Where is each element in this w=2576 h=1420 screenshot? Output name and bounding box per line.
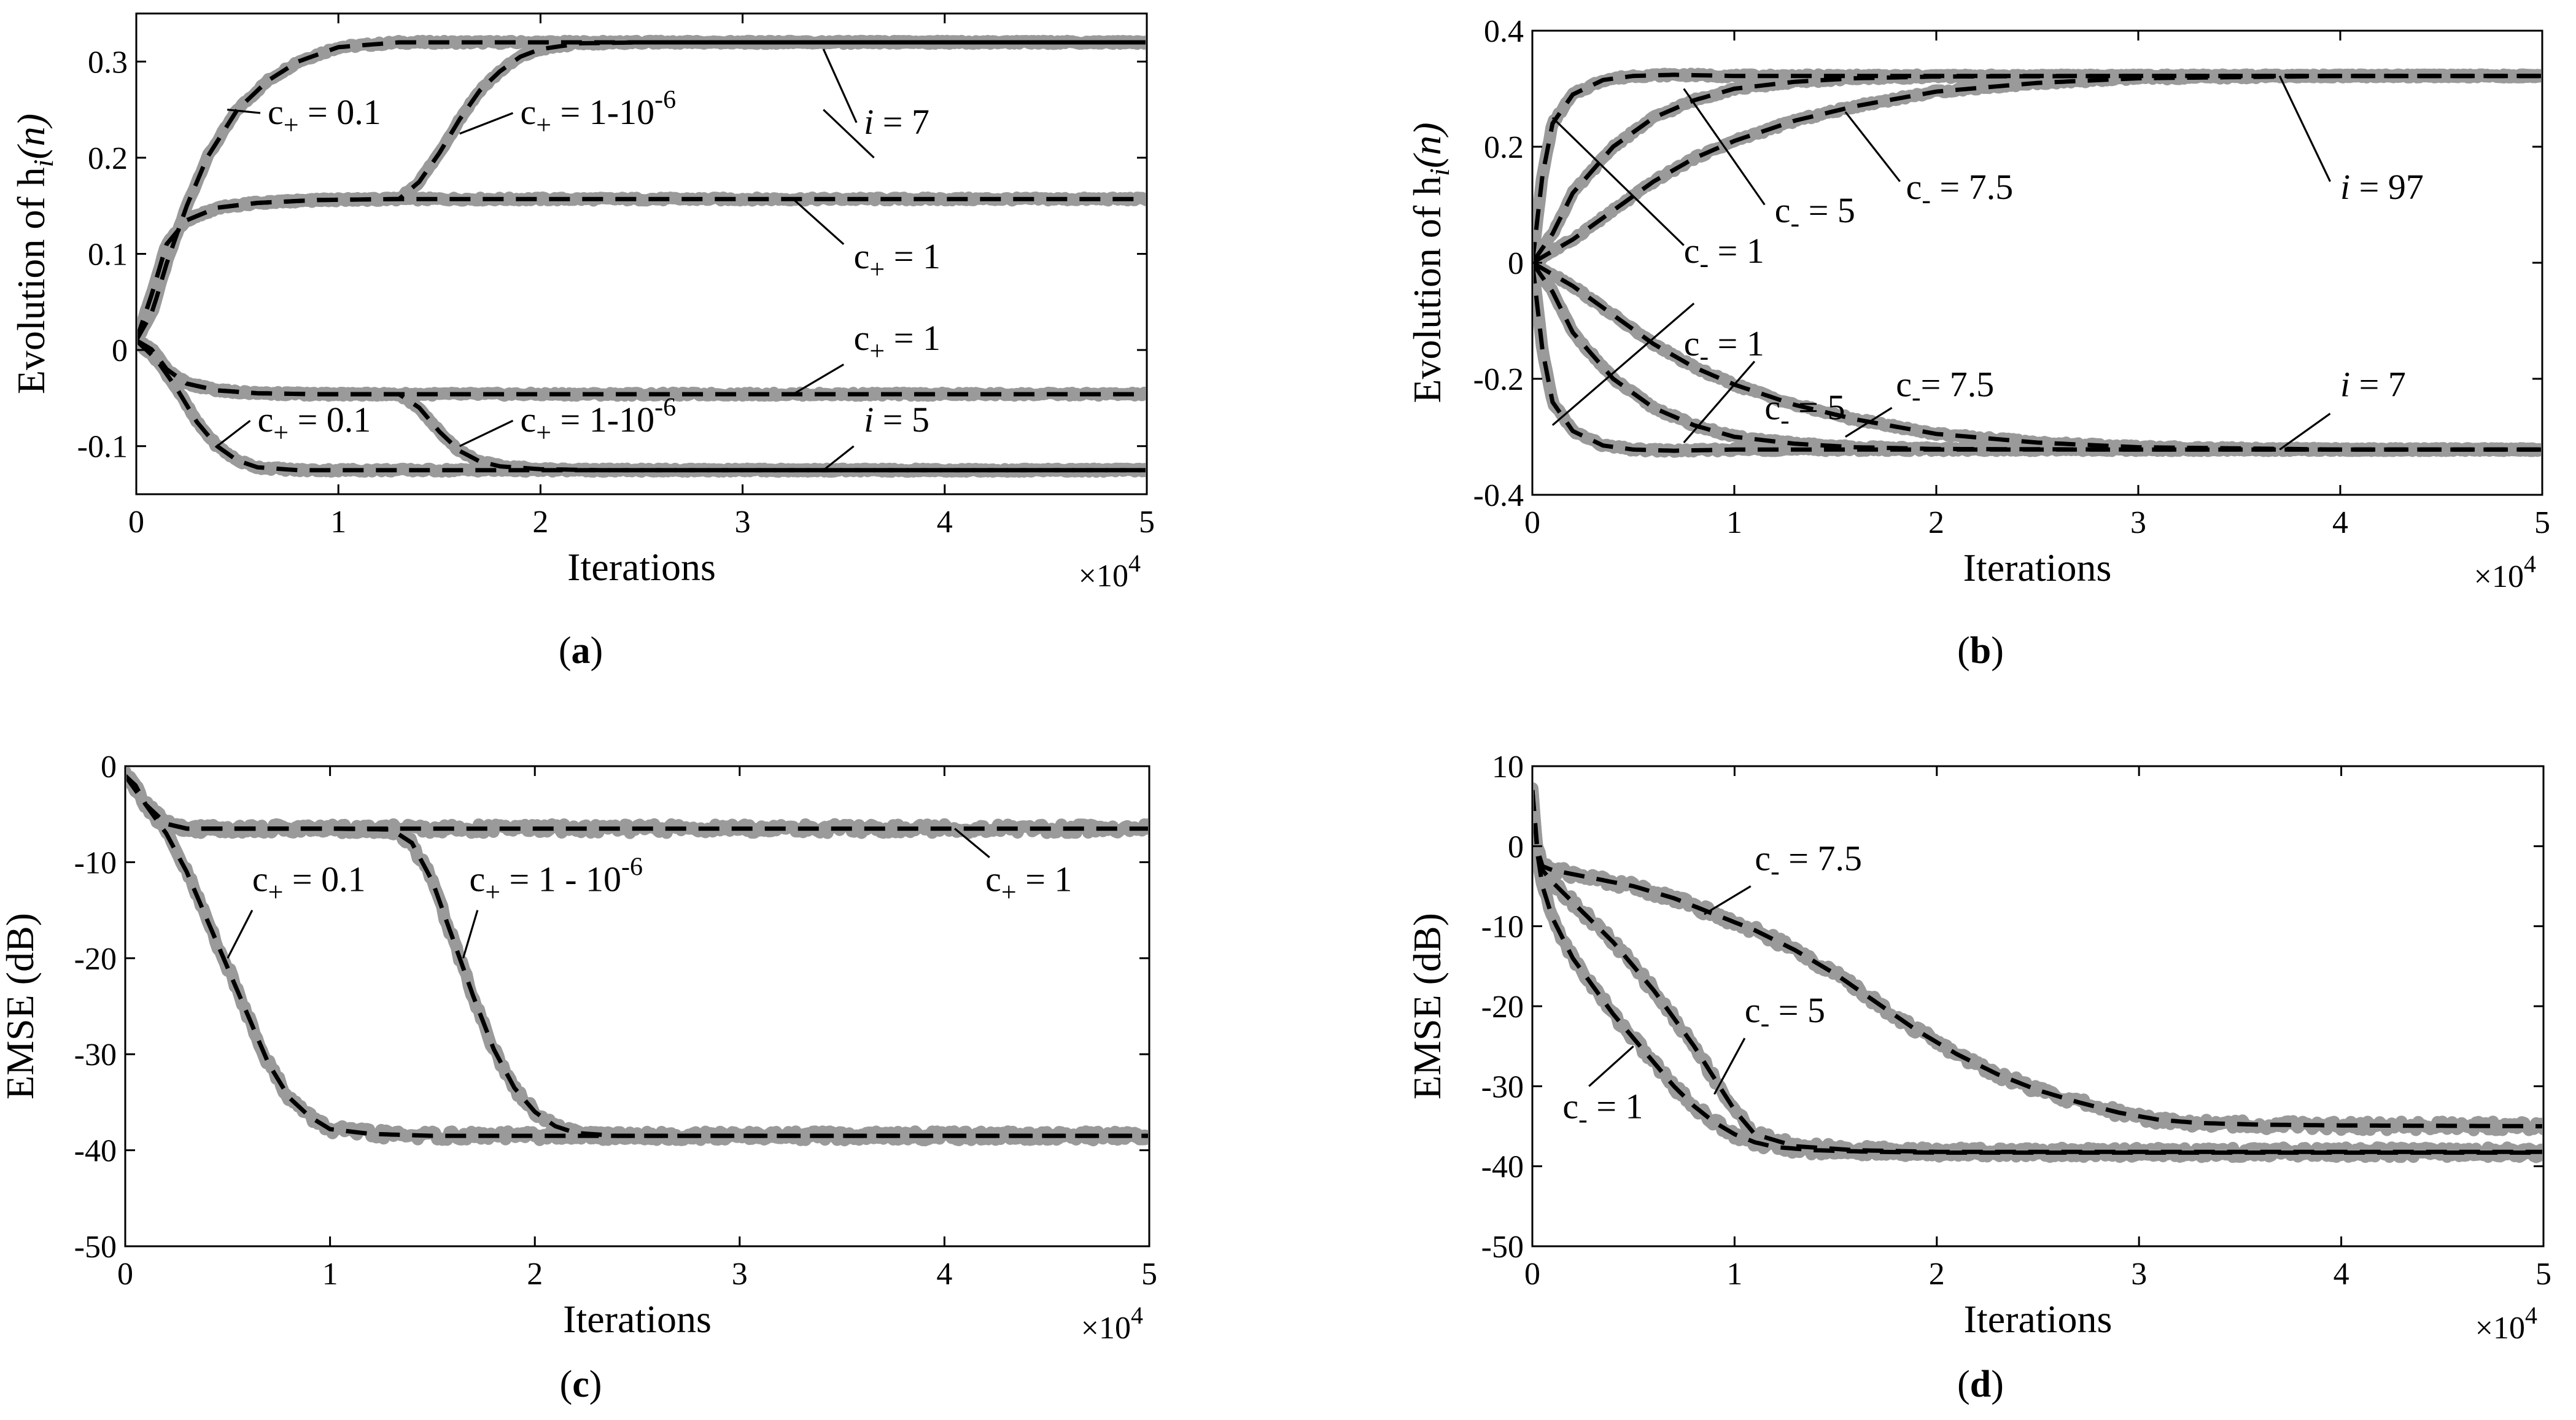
y-tick-label: -10	[74, 845, 117, 880]
annotation-label: i = 7	[864, 102, 929, 142]
y-tick-label: -0.2	[1473, 362, 1524, 397]
x-tick-label: 2	[1928, 505, 1944, 540]
y-tick-label: 10	[1492, 750, 1524, 785]
annotation-label: i = 5	[864, 400, 929, 440]
y-tick-label: -30	[74, 1038, 117, 1073]
panel-caption: (d)	[1957, 1364, 2004, 1405]
y-axis-label: EMSE (dB)	[0, 913, 42, 1100]
y-tick-label: -40	[1481, 1150, 1524, 1185]
plot-area	[1532, 766, 2543, 1246]
x-tick-label: 3	[2130, 505, 2146, 540]
x-tick-label: 4	[936, 1257, 952, 1292]
y-tick-label: 0.2	[1484, 130, 1524, 165]
x-tick-label: 3	[2131, 1257, 2147, 1292]
x-exponent-label: ×104	[1079, 549, 1141, 594]
y-tick-label: 0	[1508, 246, 1524, 281]
annotation-label: i = 7	[2340, 364, 2406, 404]
x-tick-label: 5	[1141, 1257, 1157, 1292]
x-tick-label: 0	[117, 1257, 133, 1292]
y-tick-label: 0.2	[88, 141, 128, 176]
y-tick-label: -50	[1481, 1230, 1524, 1265]
panel-b: c- = 1c- = 5c- = 7.5 i = 97c- = 1c- = 5c-…	[1405, 14, 2550, 672]
x-tick-label: 0	[128, 505, 144, 540]
y-tick-label: 0	[101, 750, 117, 785]
x-axis-label: Iterations	[563, 1297, 712, 1341]
panel-caption: (c)	[560, 1364, 602, 1405]
x-exponent-label: ×104	[1081, 1302, 1143, 1346]
x-tick-label: 0	[1524, 1257, 1540, 1292]
panel-caption: (b)	[1957, 630, 2004, 672]
y-tick-label: -10	[1481, 910, 1524, 945]
x-tick-label: 1	[1726, 505, 1742, 540]
x-tick-label: 3	[735, 505, 751, 540]
plot-area	[125, 766, 1149, 1246]
y-tick-label: 0	[1508, 829, 1524, 864]
y-tick-label: -50	[74, 1230, 117, 1265]
x-axis-label: Iterations	[1963, 546, 2112, 589]
y-tick-label: -20	[74, 942, 117, 977]
x-tick-label: 4	[2334, 1257, 2349, 1292]
y-tick-label: 0.4	[1484, 14, 1524, 49]
x-exponent-label: ×104	[2475, 1302, 2537, 1346]
x-tick-label: 5	[2535, 1257, 2551, 1292]
panel-c: c+ = 0.1 c+ = 1 - 10-6 c+ = 1 0 1 2 3 4 5 -50 -40 -…	[0, 750, 1157, 1405]
y-tick-label: -20	[1481, 990, 1524, 1025]
x-tick-label: 5	[2534, 505, 2550, 540]
y-axis-label: Evolution of hi(n)	[1405, 122, 1455, 403]
panel-caption: (a)	[559, 630, 603, 672]
panel-a: c+ = 0.1 c+ = 1-10-6 i = 7 c+ = 1 c+ = 1 c+ =…	[9, 14, 1155, 672]
y-tick-label: 0.1	[88, 238, 128, 273]
x-tick-label: 1	[322, 1257, 338, 1292]
x-tick-label: 2	[527, 1257, 543, 1292]
panel-d: c- = 7.5 c- = 5 c- = 1 0 1 2 3 4 5 -50 -40 -30 -20 -1…	[1405, 750, 2551, 1405]
y-tick-label: 0	[112, 333, 128, 368]
figure: c+ = 0.1 c+ = 1-10-6i = 7c+ = 1c+ = 1c+ =…	[0, 0, 2576, 1420]
annotation-label: i = 97	[2340, 167, 2424, 207]
x-tick-label: 0	[1524, 505, 1540, 540]
y-axis-label: Evolution of hi(n)	[9, 114, 59, 394]
x-tick-label: 5	[1139, 505, 1155, 540]
x-tick-label: 3	[732, 1257, 748, 1292]
x-tick-label: 2	[1929, 1257, 1945, 1292]
x-tick-label: 1	[330, 505, 346, 540]
x-axis-label: Iterations	[1964, 1297, 2112, 1341]
x-tick-label: 2	[532, 505, 548, 540]
x-tick-label: 1	[1726, 1257, 1742, 1292]
y-tick-label: 0.3	[88, 45, 128, 80]
x-exponent-label: ×104	[2474, 550, 2536, 594]
y-tick-label: -40	[74, 1134, 117, 1169]
y-tick-label: -0.4	[1473, 478, 1524, 513]
x-tick-label: 4	[2332, 505, 2348, 540]
x-tick-label: 4	[937, 505, 953, 540]
y-axis-label: EMSE (dB)	[1405, 913, 1449, 1100]
x-axis-label: Iterations	[567, 545, 716, 589]
y-tick-label: -30	[1481, 1069, 1524, 1104]
y-tick-label: -0.1	[77, 430, 128, 465]
